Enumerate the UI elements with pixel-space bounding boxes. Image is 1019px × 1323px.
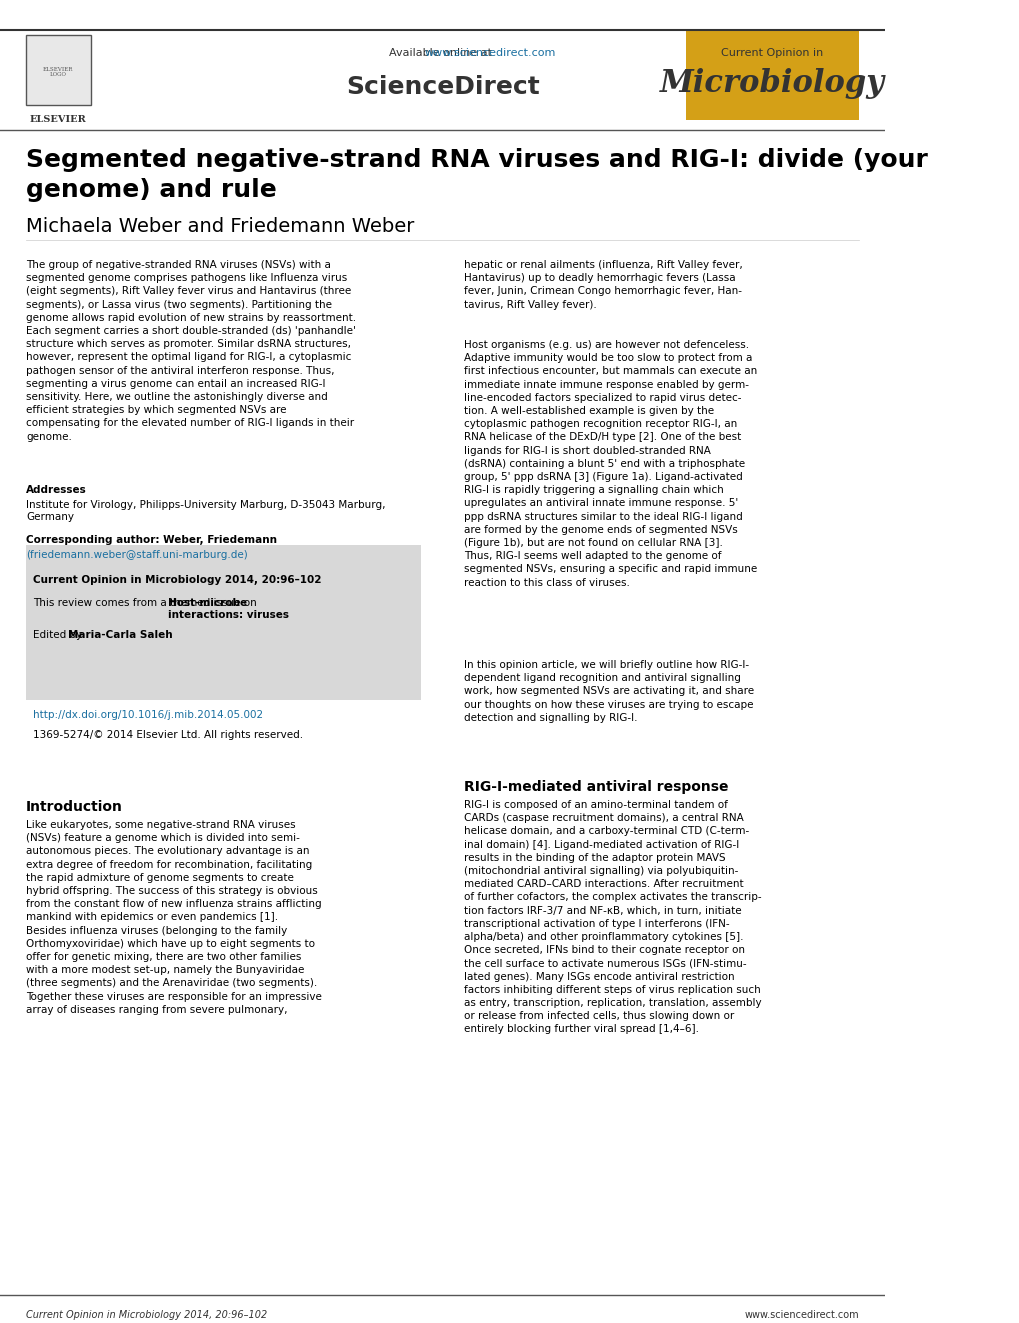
Text: (friedemann.weber@staff.uni-marburg.de): (friedemann.weber@staff.uni-marburg.de) [26,550,248,560]
Text: In this opinion article, we will briefly outline how RIG-I-
dependent ligand rec: In this opinion article, we will briefly… [464,660,754,722]
Text: This review comes from a themed issue on: This review comes from a themed issue on [33,598,260,609]
Text: http://dx.doi.org/10.1016/j.mib.2014.05.002: http://dx.doi.org/10.1016/j.mib.2014.05.… [33,710,263,720]
Bar [26,545,421,700]
Text: Edited by: Edited by [33,630,86,640]
Text: Host organisms (e.g. us) are however not defenceless.
Adaptive immunity would be: Host organisms (e.g. us) are however not… [464,340,757,587]
Text: Current Opinion in Microbiology 2014, 20:96–102: Current Opinion in Microbiology 2014, 20… [33,576,321,585]
Text: ELSEVIER
LOGO: ELSEVIER LOGO [43,66,73,78]
Text: Like eukaryotes, some negative-strand RNA viruses
(NSVs) feature a genome which : Like eukaryotes, some negative-strand RN… [26,820,322,1015]
Text: RIG-I-mediated antiviral response: RIG-I-mediated antiviral response [464,781,729,794]
Text: hepatic or renal ailments (influenza, Rift Valley fever,
Hantavirus) up to deadl: hepatic or renal ailments (influenza, Ri… [464,261,743,310]
Text: www.sciencedirect.com: www.sciencedirect.com [744,1310,858,1320]
Text: Corresponding author: Weber, Friedemann: Corresponding author: Weber, Friedemann [26,534,277,545]
Text: Current Opinion in Microbiology 2014, 20:96–102: Current Opinion in Microbiology 2014, 20… [26,1310,267,1320]
Text: ScienceDirect: ScienceDirect [345,75,539,99]
Bar [685,30,858,120]
Text: Segmented negative-strand RNA viruses and RIG-I: divide (your
genome) and rule: Segmented negative-strand RNA viruses an… [26,148,927,201]
Text: 1369-5274/© 2014 Elsevier Ltd. All rights reserved.: 1369-5274/© 2014 Elsevier Ltd. All right… [33,730,303,740]
Text: Microbiology: Microbiology [659,67,884,99]
Text: Maria-Carla Saleh: Maria-Carla Saleh [67,630,172,640]
Text: Michaela Weber and Friedemann Weber: Michaela Weber and Friedemann Weber [26,217,414,235]
Text: RIG-I is composed of an amino-terminal tandem of
CARDs (caspase recruitment doma: RIG-I is composed of an amino-terminal t… [464,800,761,1035]
Text: www.sciencedirect.com: www.sciencedirect.com [424,48,555,58]
Text: Addresses: Addresses [26,486,87,495]
Text: Introduction: Introduction [26,800,123,814]
Text: Current Opinion in: Current Opinion in [720,48,823,58]
Text: ELSEVIER: ELSEVIER [30,115,87,124]
Text: Host-microbe
interactions: viruses: Host-microbe interactions: viruses [168,598,289,619]
Bar [26,34,91,105]
Text: Institute for Virology, Philipps-University Marburg, D-35043 Marburg,
Germany: Institute for Virology, Philipps-Univers… [26,500,385,523]
Text: Available online at: Available online at [389,48,495,58]
Text: The group of negative-stranded RNA viruses (NSVs) with a
segmented genome compri: The group of negative-stranded RNA virus… [26,261,356,442]
